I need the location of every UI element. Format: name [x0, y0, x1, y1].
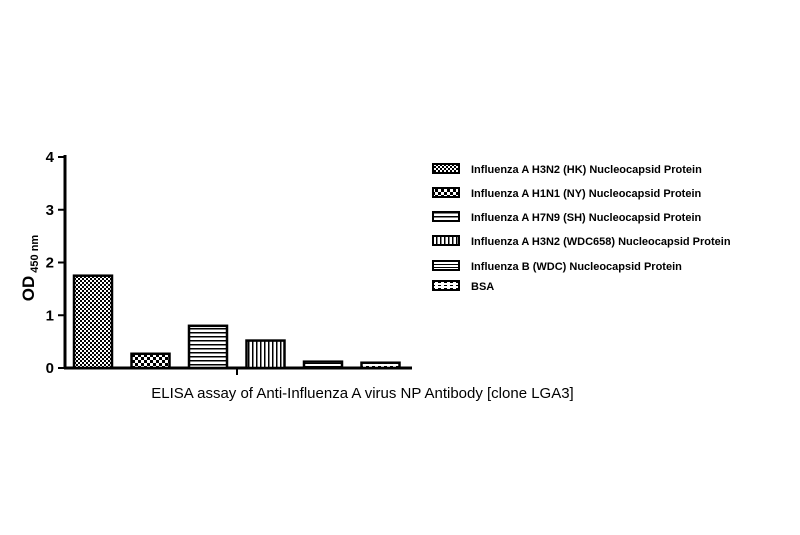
y-tick-label: 4 [46, 149, 55, 166]
legend-label-3: Influenza A H7N9 (SH) Nucleocapsid Prote… [471, 212, 702, 224]
legend-swatch-1 [432, 163, 460, 174]
legend-swatch-3 [432, 211, 460, 222]
legend-label-4: Influenza A H3N2 (WDC658) Nucleocapsid P… [471, 236, 731, 248]
y-tick-label: 1 [46, 307, 54, 324]
legend-swatch-6 [432, 280, 460, 291]
bars [72, 274, 401, 370]
legend-label-5: Influenza B (WDC) Nucleocapsid Protein [471, 261, 682, 273]
bar-4 [245, 339, 286, 370]
legend: Influenza A H3N2 (HK) Nucleocapsid Prote… [432, 163, 731, 293]
y-axis-label: OD450 nm [19, 235, 41, 302]
y-tick-labels: 0 1 2 3 4 [46, 149, 55, 377]
bar-1 [72, 274, 114, 370]
legend-label-1: Influenza A H3N2 (HK) Nucleocapsid Prote… [471, 164, 702, 176]
legend-swatch-5 [432, 260, 460, 271]
legend-swatch-4 [432, 235, 460, 246]
y-tick-label: 2 [46, 255, 54, 272]
legend-label-2: Influenza A H1N1 (NY) Nucleocapsid Prote… [471, 188, 702, 200]
bar-5 [302, 360, 344, 370]
bar-3 [187, 324, 229, 370]
y-tick-label: 3 [46, 202, 54, 219]
legend-swatch-2 [432, 187, 460, 198]
bar-6 [360, 361, 401, 370]
y-tick-label: 0 [46, 360, 54, 377]
axes [58, 155, 412, 375]
legend-label-6: BSA [471, 281, 494, 293]
figure-caption: ELISA assay of Anti-Influenza A virus NP… [151, 385, 574, 402]
bar-2 [130, 352, 171, 370]
